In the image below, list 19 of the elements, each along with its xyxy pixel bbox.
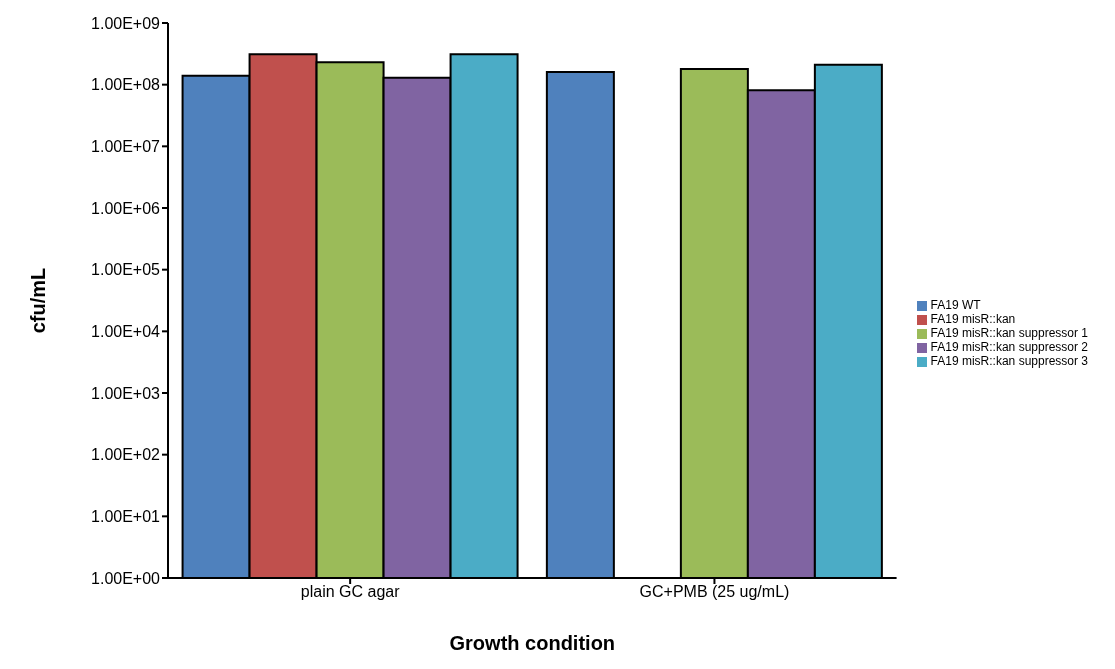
y-tick-label: 1.00E+09 [91,14,161,32]
y-tick-label: 1.00E+03 [91,384,161,402]
legend-label: FA19 misR::kan suppressor 1 [930,326,1088,340]
y-axis-title: cfu/mL [27,267,50,334]
y-tick-label: 1.00E+01 [91,508,161,526]
y-tick-label: 1.00E+05 [91,261,161,279]
x-tick-label: plain GC agar [300,583,401,601]
y-tick-label: 1.00E+02 [91,446,161,464]
legend-label: FA19 misR::kan suppressor 3 [930,354,1088,368]
y-tick-label: 1.00E+06 [91,199,161,217]
legend-label: FA19 misR::kan suppressor 2 [930,340,1088,354]
legend-label: FA19 WT [930,298,981,312]
y-tick-label: 1.00E+07 [91,138,161,156]
legend-label: FA19 misR::kan [930,312,1016,326]
y-tick-label: 1.00E+04 [91,323,161,341]
y-tick-label: 1.00E+00 [91,569,161,587]
x-axis-title: Growth condition [449,632,616,654]
y-tick-label: 1.00E+08 [91,76,161,94]
x-tick-label: GC+PMB (25 ug/mL) [639,583,790,601]
